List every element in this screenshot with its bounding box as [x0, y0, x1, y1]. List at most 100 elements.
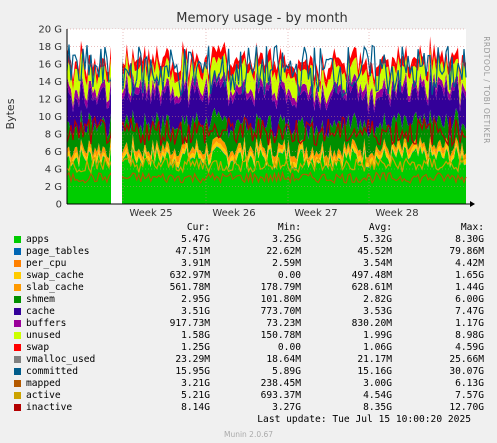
legend-cur-value: 3.21G	[181, 378, 210, 389]
legend-label: unused	[26, 330, 61, 341]
y-tick-label: 10 G	[38, 112, 62, 123]
line-committed	[66, 44, 467, 99]
legend-avg-value: 830.20M	[351, 318, 392, 329]
legend-label: mapped	[26, 378, 61, 389]
legend-min-value: 5.89G	[272, 366, 301, 377]
legend-max-value: 12.70G	[449, 402, 484, 413]
legend-cur-value: 15.95G	[175, 366, 210, 377]
legend-row-inactive: inactive 8.14G 3.27G 8.35G 12.70G	[12, 402, 487, 414]
legend-cur-value: 5.21G	[181, 390, 210, 401]
legend-min-value: 101.80M	[260, 294, 301, 305]
y-tick-label: 8 G	[45, 130, 62, 141]
line-mapped	[66, 170, 467, 185]
x-tick-label: Week 26	[212, 208, 255, 219]
legend-label: apps	[26, 234, 50, 245]
legend-row-vmalloc-used: vmalloc_used 23.29M 18.64M 21.17M 25.66M	[12, 354, 487, 366]
y-axis-ticks: 0 2 G 4 G 6 G 8 G 10 G 12 G 14 G 16 G 18 G 20 G	[38, 25, 62, 211]
legend-row-cache: cache 3.51G 773.70M 3.53G 7.47G	[12, 306, 487, 318]
legend-swatch	[14, 248, 21, 255]
legend-row-active: active 5.21G 693.37M 4.54G 7.57G	[12, 390, 487, 402]
legend-swatch	[14, 284, 21, 291]
legend-label: per_cpu	[26, 258, 67, 269]
side-label: RRDTOOL / TOBI OETIKER	[482, 36, 491, 144]
legend-cur-value: 1.58G	[181, 330, 210, 341]
y-tick-label: 14 G	[38, 77, 62, 88]
legend-row-apps: apps 5.47G 3.25G 5.32G 8.30G	[12, 234, 487, 246]
legend-cur-value: 8.14G	[181, 402, 210, 413]
legend-swatch	[14, 332, 21, 339]
legend-max-value: 4.59G	[455, 342, 484, 353]
y-tick-label: 16 G	[38, 60, 62, 71]
legend-min-value: 3.27G	[272, 402, 301, 413]
legend-label: inactive	[26, 402, 73, 413]
legend-avg-value: 1.99G	[363, 330, 392, 341]
y-tick-label: 0	[56, 200, 62, 211]
legend-avg-value: 628.61M	[351, 282, 392, 293]
legend-min-value: 178.79M	[260, 282, 301, 293]
legend-label: swap_cache	[26, 270, 84, 281]
legend-max-value: 79.86M	[449, 246, 484, 257]
legend-swatch	[14, 380, 21, 387]
legend-min-value: 2.59M	[272, 258, 301, 269]
legend-swatch	[14, 260, 21, 267]
legend-row-swap: swap 1.25G 0.00 1.06G 4.59G	[12, 342, 487, 354]
y-tick-label: 4 G	[45, 165, 62, 176]
legend-avg-value: 497.48M	[351, 270, 392, 281]
legend-cur-value: 632.97M	[169, 270, 210, 281]
col-avg-header: Avg:	[368, 222, 392, 233]
legend-label: committed	[26, 366, 78, 377]
legend-swatch	[14, 296, 21, 303]
legend-swatch	[14, 404, 21, 411]
legend-min-value: 0.00	[277, 342, 301, 353]
legend-min-value: 3.25G	[272, 234, 301, 245]
legend-min-value: 18.64M	[266, 354, 301, 365]
legend-cur-value: 47.51M	[175, 246, 210, 257]
legend-swatch	[14, 368, 21, 375]
legend-label: swap	[26, 342, 50, 353]
legend-row-mapped: mapped 3.21G 238.45M 3.00G 6.13G	[12, 378, 487, 390]
legend-avg-value: 3.00G	[363, 378, 392, 389]
x-axis-ticks: Week 25 Week 26 Week 27 Week 28	[129, 208, 418, 219]
munin-version: Munin 2.0.67	[223, 430, 274, 439]
legend-cur-value: 3.51G	[181, 306, 210, 317]
legend-header: Cur: Min: Avg: Max:	[12, 222, 487, 234]
legend-max-value: 1.17G	[455, 318, 484, 329]
y-axis-label: Bytes	[4, 98, 17, 129]
legend-avg-value: 5.32G	[363, 234, 392, 245]
legend-row-buffers: buffers 917.73M 73.23M 830.20M 1.17G	[12, 318, 487, 330]
legend-min-value: 693.37M	[260, 390, 301, 401]
col-max-header: Max:	[460, 222, 484, 233]
area-slab-cache	[67, 133, 466, 165]
legend-cur-value: 1.25G	[181, 342, 210, 353]
x-axis-arrow	[470, 201, 475, 207]
legend-label: shmem	[26, 294, 55, 305]
legend-avg-value: 15.16G	[357, 366, 392, 377]
legend-max-value: 4.42M	[455, 258, 484, 269]
chart-title: Memory usage - by month	[176, 11, 347, 26]
legend-avg-value: 3.53G	[363, 306, 392, 317]
x-tick-label: Week 25	[129, 208, 172, 219]
legend-row-shmem: shmem 2.95G 101.80M 2.82G 6.00G	[12, 294, 487, 306]
legend-row-unused: unused 1.58G 150.78M 1.99G 8.98G	[12, 330, 487, 342]
y-tick-label: 12 G	[38, 95, 62, 106]
legend-max-value: 6.00G	[455, 294, 484, 305]
legend-label: page_tables	[26, 246, 90, 257]
legend-avg-value: 4.54G	[363, 390, 392, 401]
legend-avg-value: 8.35G	[363, 402, 392, 413]
legend-min-value: 773.70M	[260, 306, 301, 317]
legend-cur-value: 3.91M	[181, 258, 210, 269]
legend-avg-value: 2.82G	[363, 294, 392, 305]
legend-avg-value: 1.06G	[363, 342, 392, 353]
legend-row-slab-cache: slab_cache 561.78M 178.79M 628.61M 1.44G	[12, 282, 487, 294]
legend-label: buffers	[26, 318, 67, 329]
legend-swatch	[14, 392, 21, 399]
legend-row-per-cpu: per_cpu 3.91M 2.59M 3.54M 4.42M	[12, 258, 487, 270]
area-buffers	[67, 64, 466, 114]
legend-cur-value: 2.95G	[181, 294, 210, 305]
x-tick-label: Week 27	[294, 208, 337, 219]
y-tick-label: 6 G	[45, 147, 62, 158]
legend-max-value: 7.47G	[455, 306, 484, 317]
legend-max-value: 8.30G	[455, 234, 484, 245]
legend-max-value: 1.44G	[455, 282, 484, 293]
legend-swatch	[14, 236, 21, 243]
